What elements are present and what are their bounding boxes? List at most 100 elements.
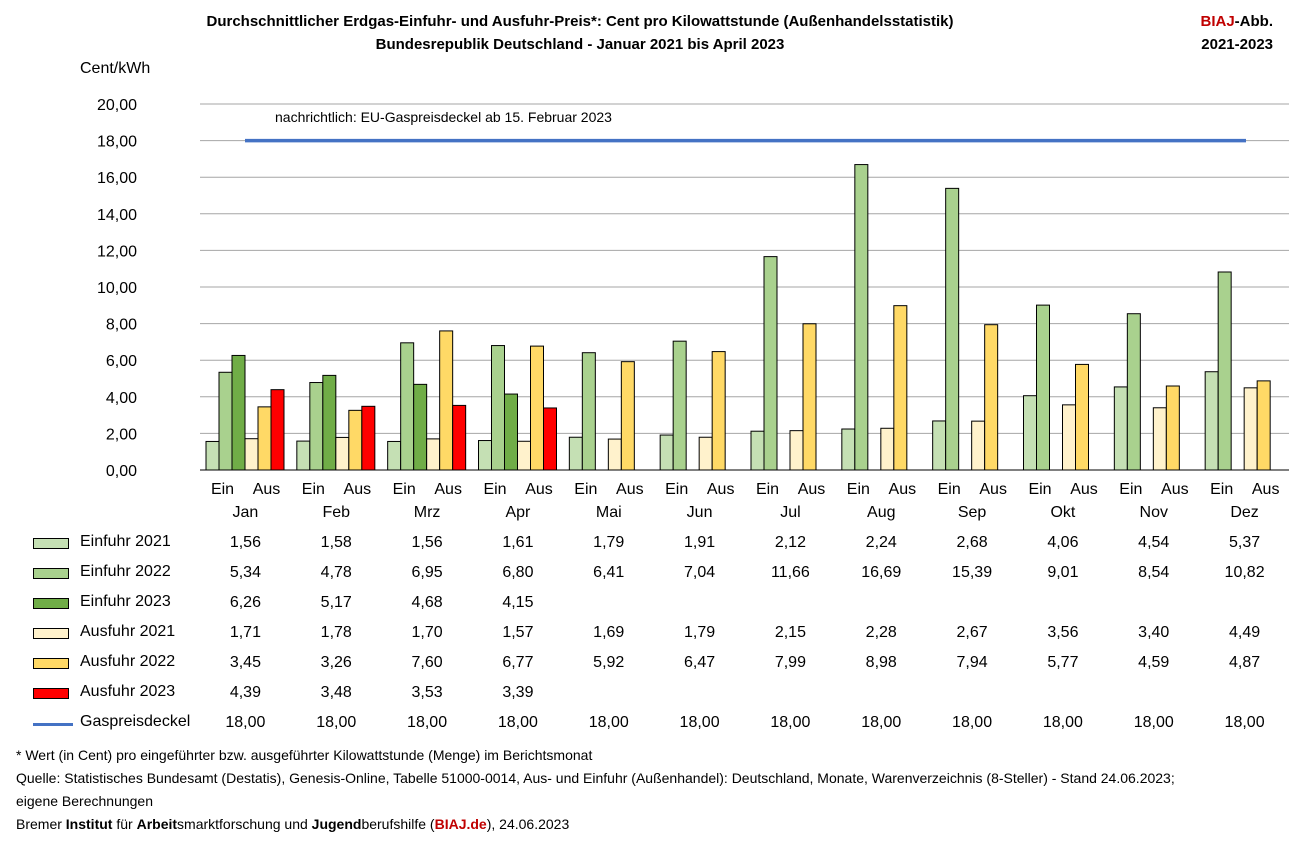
footnote-credit: Bremer Institut für Arbeitsmarktforschun… (16, 816, 570, 832)
legend-label: Ausfuhr 2021 (80, 623, 176, 640)
table-cell: 2,28 (865, 624, 897, 641)
table-cell: 5,34 (229, 564, 261, 581)
legend-label: Ausfuhr 2022 (80, 653, 176, 670)
x-sub-label: Aus (798, 481, 826, 498)
x-sub-label: Ein (302, 481, 325, 498)
x-category-label: Mai (596, 504, 622, 521)
bar (426, 438, 441, 471)
table-cell: 6,80 (502, 564, 534, 581)
bar (322, 374, 337, 471)
price-cap-annotation: nachrichtlich: EU-Gaspreisdeckel ab 15. … (275, 109, 612, 125)
bar (620, 361, 635, 471)
y-tick-label: 2,00 (106, 426, 137, 443)
table-row: Ausfuhr 2021 1,71 1,78 1,70 1,57 1,69 1,79 2,15… (0, 620, 1289, 650)
y-tick-label: 8,00 (106, 317, 137, 334)
table-cell: 4,59 (1138, 654, 1170, 671)
bar (348, 409, 363, 471)
table-cell: 6,41 (593, 564, 625, 581)
table-cell: 2,67 (956, 624, 988, 641)
x-sub-label: Ein (1210, 481, 1233, 498)
bar (335, 436, 350, 471)
x-sub-label: Aus (979, 481, 1007, 498)
table-cell: 18,00 (1224, 714, 1265, 731)
bar (517, 440, 531, 471)
x-sub-label: Aus (616, 481, 644, 498)
y-tick-label: 14,00 (97, 207, 137, 224)
bar (789, 430, 804, 471)
table-cell: 3,48 (320, 684, 352, 701)
table-cell: 1,71 (229, 624, 261, 641)
y-tick-label: 20,00 (97, 97, 137, 114)
table-cell: 1,57 (502, 624, 534, 641)
y-tick-label: 4,00 (106, 390, 137, 407)
legend-swatch (33, 658, 69, 669)
table-cell: 3,45 (229, 654, 261, 671)
table-cell: 4,39 (229, 684, 261, 701)
y-tick-label: 10,00 (97, 280, 137, 297)
bar (413, 383, 428, 471)
bar (231, 354, 246, 471)
figure-id-suffix: -Abb. (1234, 13, 1273, 30)
legend-label: Ausfuhr 2023 (80, 683, 176, 700)
bar (568, 436, 583, 471)
table-row: Einfuhr 2022 5,34 4,78 6,95 6,80 6,41 7,04 11,6… (0, 560, 1289, 590)
bar (361, 405, 376, 471)
bar (854, 164, 869, 471)
chart-title-line1: Durchschnittlicher Erdgas-Einfuhr- und A… (206, 13, 954, 30)
table-cell: 7,99 (774, 654, 806, 671)
x-sub-label: Aus (889, 481, 917, 498)
table-cell: 8,98 (865, 654, 897, 671)
table-cell: 4,15 (502, 594, 534, 611)
table-cell: 4,87 (1229, 654, 1261, 671)
table-cell: 7,04 (684, 564, 716, 581)
table-cell: 1,70 (411, 624, 443, 641)
bar (1062, 404, 1076, 471)
bar (945, 187, 960, 471)
x-category-label: Apr (505, 504, 531, 521)
x-sub-label: Ein (938, 481, 961, 498)
x-category-label: Aug (867, 504, 895, 521)
chart-title-line2: Bundesrepublik Deutschland - Januar 2021… (375, 36, 785, 53)
x-sub-label: Ein (847, 481, 870, 498)
table-cell: 11,66 (770, 564, 810, 581)
x-sub-label: Ein (1119, 481, 1142, 498)
legend-swatch (33, 538, 69, 549)
bar (543, 407, 557, 471)
bar (244, 438, 259, 471)
bar (711, 351, 726, 471)
bar (1165, 385, 1180, 471)
legend-swatch (33, 628, 69, 639)
table-cell: 10,82 (1224, 564, 1265, 581)
table-cell: 2,68 (956, 534, 988, 551)
bar (880, 427, 895, 471)
figure-id-years: 2021-2023 (1201, 36, 1273, 53)
table-row: Einfuhr 2021 1,56 1,58 1,56 1,61 1,79 1,91 2,12… (0, 530, 1289, 560)
table-cell: 18,00 (316, 714, 357, 731)
legend-label: Einfuhr 2023 (80, 593, 171, 610)
table-cell: 2,24 (865, 534, 897, 551)
footnotes: * Wert (in Cent) pro eingeführter bzw. a… (16, 744, 1175, 836)
table-cell: 8,54 (1138, 564, 1170, 581)
bar (296, 440, 311, 471)
x-sub-label: Ein (756, 481, 779, 498)
bar (218, 371, 233, 471)
bar (607, 438, 622, 471)
bar (1126, 313, 1141, 471)
bar (763, 256, 778, 471)
y-tick-label: 12,00 (97, 243, 137, 260)
bar (932, 420, 947, 471)
footnote-definition: * Wert (in Cent) pro eingeführter bzw. a… (16, 747, 593, 763)
table-cell: 18,00 (225, 714, 266, 731)
table-cell: 18,00 (952, 714, 993, 731)
bar (841, 428, 856, 471)
x-category-label: Mrz (414, 504, 441, 521)
table-cell: 5,37 (1229, 534, 1261, 551)
biaj-link[interactable]: BIAJ.de (434, 816, 487, 832)
table-cell: 2,15 (774, 624, 806, 641)
bar (400, 342, 415, 471)
table-cell: 1,61 (502, 534, 534, 551)
table-cell: 18,00 (588, 714, 629, 731)
y-tick-label: 6,00 (106, 353, 137, 370)
table-row: Einfuhr 2023 6,26 5,17 4,68 4,15 (0, 590, 1289, 620)
bar (491, 345, 505, 471)
